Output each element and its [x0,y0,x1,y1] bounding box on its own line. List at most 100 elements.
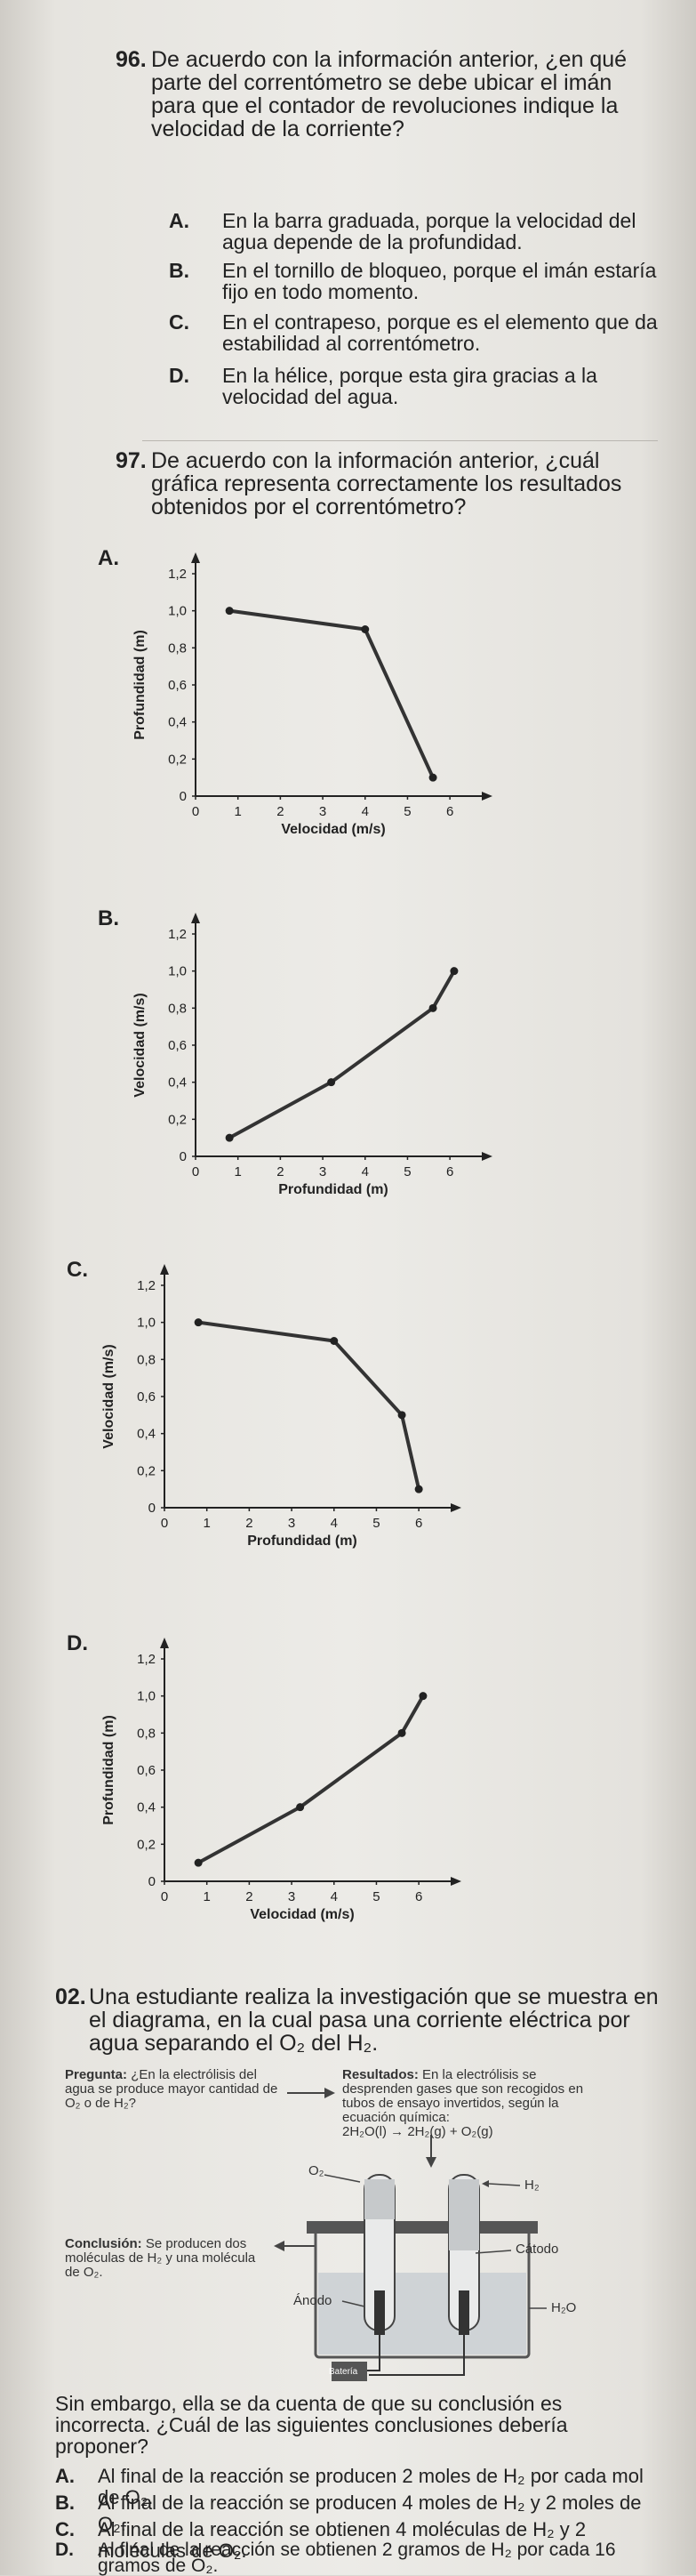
chart-option-letter: C. [67,1258,88,1282]
x-tick-label: 6 [415,1889,422,1904]
y-tick-label: 0,4 [137,1427,156,1442]
option-letter: A. [169,209,189,232]
question-02-stem: 02. Una estudiante realiza la investigac… [55,1984,662,2056]
label-anodo: Ánodo [293,2293,332,2308]
x-tick-label: 5 [404,1164,411,1179]
chart-b[interactable]: B. 0 1 2 3 4 5 6 0 0,2 0,4 0,6 0,8 1,0 1,2 Profundidad … [98,903,507,1223]
x-axis-arrow [451,1877,461,1886]
x-tick-label: 1 [235,1164,242,1179]
q96-option-d[interactable]: D. En la hélice, porque esta gira gracia… [169,365,667,418]
x-axis-arrow [482,792,492,801]
y-axis-arrow [191,913,200,923]
x-tick-label: 1 [204,1516,211,1531]
label-h2o: H₂O [551,2300,577,2315]
data-point [397,1728,406,1737]
option-letter: B. [169,259,189,282]
option-text: En la barra graduada, porque la velocida… [222,209,636,254]
x-tick-label: 0 [192,1164,199,1179]
pregunta-title: Pregunta: [65,2067,128,2082]
y-axis-label: Profundidad (m) [132,630,148,740]
chart-d[interactable]: D. 0 1 2 3 4 5 6 0 0,2 0,4 0,6 0,8 1,0 1,2 Velocidad (m… [67,1628,476,1948]
chart-svg: B. 0 1 2 3 4 5 6 0 0,2 0,4 0,6 0,8 1,0 1,2 Profundidad … [98,906,492,1197]
label-o2: O₂ [308,2163,324,2178]
data-point [194,1318,203,1327]
option-letter: C. [55,2518,75,2540]
q02-option-b[interactable]: B. Al final de la reacción se producen 4… [55,2492,660,2537]
x-tick-label: 3 [288,1889,295,1904]
chart-c[interactable]: C. 0 1 2 3 4 5 6 0 0,2 0,4 0,6 0,8 1,0 1,2 Profundidad … [67,1254,476,1574]
q96-option-b[interactable]: B. En el tornillo de bloqueo, porque el … [169,260,667,313]
x-tick-label: 1 [235,804,242,819]
series-line [197,1695,425,1864]
data-point [428,773,437,782]
x-tick-label: 0 [161,1516,168,1531]
y-tick-label: 1,0 [168,964,187,979]
x-tick-label: 4 [362,804,369,819]
y-tick-label: 0,2 [137,1463,156,1478]
option-text: En la hélice, porque esta gira gracias a… [222,364,597,408]
data-point [327,1078,336,1087]
x-tick-label: 6 [415,1516,422,1531]
chart-a[interactable]: A. 0 1 2 3 4 5 6 0 0,2 0,4 0,6 0,8 1,0 1,2 Velocidad (m… [98,543,507,863]
y-tick-label: 0,6 [137,1389,156,1405]
conclusion-text: Se producen dos moléculas de H₂ y una mo… [65,2236,256,2280]
x-tick-label: 3 [319,1164,326,1179]
resultados-title: Resultados: [342,2067,419,2082]
q96-option-a[interactable]: A. En la barra graduada, porque la veloc… [169,210,667,263]
x-tick-label: 5 [372,1889,380,1904]
data-point [414,1485,423,1493]
question-number: 02. [55,1984,86,2009]
series-line [228,970,456,1139]
x-tick-label: 6 [446,804,453,819]
y-axis-label: Velocidad (m/s) [101,1344,116,1448]
q02-option-c[interactable]: C. Al final de la reacción se obtienen 4… [55,2519,660,2564]
y-tick-label: 1,2 [137,1652,156,1667]
option-letter: D. [169,364,189,387]
y-tick-label: 0,2 [168,1112,187,1127]
question-text: De acuerdo con la información anterior, … [151,47,628,141]
divider [142,440,658,441]
x-tick-label: 0 [161,1889,168,1904]
option-letter: A. [55,2465,75,2487]
option-letter: C. [169,310,189,334]
option-text: En el tornillo de bloqueo, porque el imá… [222,259,657,303]
question-text: Una estudiante realiza la investigación … [89,1984,659,2056]
x-axis-label: Velocidad (m/s) [250,1907,354,1922]
chart-option-letter: D. [67,1631,88,1655]
question-02-followup: Sin embargo, ella se da cuenta de que su… [55,2392,568,2458]
x-tick-label: 1 [204,1889,211,1904]
y-axis-arrow [160,1638,169,1648]
x-tick-label: 0 [192,804,199,819]
chart-option-letter: B. [98,906,119,930]
x-tick-label: 4 [362,1164,369,1179]
x-axis-label: Profundidad (m) [278,1182,388,1197]
x-tick-label: 5 [404,804,411,819]
q02-option-d[interactable]: D. Al final de la reacción se obtienen 2… [55,2540,660,2575]
pregunta-box: Pregunta: ¿En la electrólisis del agua s… [65,2068,278,2111]
x-tick-label: 3 [288,1516,295,1531]
y-axis-arrow [160,1264,169,1275]
x-tick-label: 5 [372,1516,380,1531]
x-tick-label: 4 [331,1516,338,1531]
x-tick-label: 2 [276,1164,284,1179]
conclusion-box: Conclusión: Se producen dos moléculas de… [65,2237,274,2280]
y-axis-arrow [191,552,200,563]
data-point [296,1803,305,1812]
question-text: De acuerdo con la información anterior, … [151,448,622,519]
x-tick-label: 6 [446,1164,453,1179]
question-number: 97. [116,448,147,473]
y-tick-label: 0,4 [168,1075,187,1091]
chart-option-letter: A. [98,546,119,570]
y-tick-label: 0,4 [168,715,187,730]
q02-option-a[interactable]: A. Al final de la reacción se producen 2… [55,2466,660,2510]
y-tick-label: 0,8 [168,640,187,656]
y-tick-label: 0,6 [168,1038,187,1053]
question-97-stem: 97. De acuerdo con la información anteri… [116,448,649,519]
diagram-svg [274,2088,547,2381]
q96-option-c[interactable]: C. En el contrapeso, porque es el elemen… [169,311,667,365]
y-tick-label: 1,2 [168,927,187,942]
x-tick-label: 2 [276,804,284,819]
question-number: 96. [116,47,147,72]
series-line [228,608,435,778]
